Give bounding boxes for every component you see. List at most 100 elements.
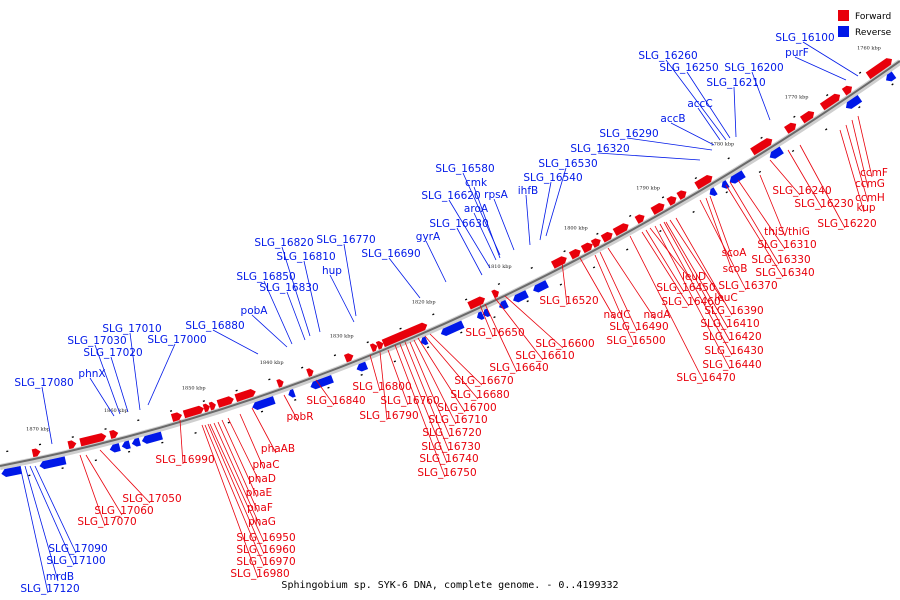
leader-line — [504, 295, 564, 349]
gene-label: SLG_16200 — [724, 62, 783, 74]
tick-mark — [432, 313, 435, 316]
reverse-gene — [769, 146, 784, 159]
gene-label: SLG_16390 — [704, 305, 763, 317]
leader-line — [399, 343, 448, 464]
gene-label: hup — [322, 265, 342, 277]
tick-mark — [826, 93, 829, 97]
tick-mark — [725, 191, 728, 194]
forward-gene — [208, 401, 216, 411]
tick-mark — [493, 316, 496, 319]
leader-line — [654, 225, 731, 370]
gene-label: ccmG — [855, 178, 885, 190]
tick-mark — [169, 410, 173, 412]
forward-gene — [612, 223, 629, 236]
gene-label: mrdB — [46, 571, 74, 583]
forward-gene — [170, 412, 183, 422]
gene-label: SLG_16540 — [523, 172, 582, 184]
leader-line — [251, 407, 277, 454]
leader-line — [209, 423, 265, 543]
forward-gene — [750, 138, 773, 156]
leader-line — [94, 344, 121, 415]
tick-mark — [596, 232, 599, 235]
leader-line — [217, 421, 259, 513]
tick-label: 1790 kbp — [636, 186, 660, 192]
forward-gene — [467, 296, 486, 310]
reverse-gene — [141, 431, 163, 444]
forward-gene — [381, 322, 428, 348]
leader-line — [665, 59, 727, 141]
forward-gene — [694, 174, 713, 190]
gene-label: SLG_16370 — [718, 280, 777, 292]
legend-reverse-swatch — [838, 26, 849, 37]
legend-reverse: Reverse — [838, 26, 892, 38]
leader-line — [769, 159, 801, 196]
gene-label: kup — [856, 202, 875, 214]
forward-gene — [375, 340, 384, 350]
leader-line — [85, 454, 123, 516]
reverse-gene — [533, 280, 549, 293]
leader-line — [709, 195, 733, 258]
leader-line — [34, 465, 77, 554]
gene-label: SLG_16530 — [538, 158, 597, 170]
leader-line — [369, 354, 381, 392]
gene-label: cmk — [465, 177, 488, 189]
tick-mark — [268, 378, 271, 381]
gene-label: SLG_17080 — [14, 377, 73, 389]
leader-line — [675, 217, 733, 316]
gene-label: SLG_17010 — [102, 323, 161, 335]
leader-line — [417, 337, 466, 413]
leader-line — [493, 198, 515, 251]
tick-mark — [530, 266, 533, 269]
tick-mark — [235, 389, 238, 392]
gene-label: SLG_17120 — [20, 583, 79, 595]
leader-line — [110, 356, 129, 413]
leader-line — [686, 71, 731, 139]
leader-line — [473, 212, 497, 261]
gene-label: purF — [785, 47, 809, 59]
gene-label: phaG — [248, 516, 276, 528]
tick-label: 1760 kbp — [857, 46, 881, 52]
forward-gene — [841, 85, 853, 96]
gene-label: SLG_16260 — [638, 50, 697, 62]
leader-line — [539, 181, 552, 241]
leader-line — [645, 229, 685, 293]
leader-line — [663, 221, 731, 342]
leader-line — [751, 71, 771, 121]
gene-label: SLG_16320 — [570, 143, 629, 155]
reverse-gene — [513, 290, 529, 303]
leader-line — [251, 314, 288, 348]
gene-label: accC — [687, 98, 712, 110]
tick-mark — [692, 210, 695, 214]
gene-label: SLG_16470 — [676, 372, 735, 384]
gene-label: SLG_17020 — [83, 347, 142, 359]
gene-label: leuC — [714, 292, 737, 304]
leader-line — [315, 379, 335, 406]
leader-line — [343, 243, 357, 317]
leader-line — [857, 115, 873, 178]
leader-line — [729, 181, 780, 265]
gene-label: SLG_16620 — [421, 190, 480, 202]
gene-label: SLG_16970 — [236, 556, 295, 568]
leader-line — [725, 184, 784, 278]
tick-mark — [758, 170, 762, 173]
tick-label: 1840 kbp — [260, 360, 284, 366]
tick-mark — [659, 229, 662, 233]
tick-mark — [366, 341, 369, 344]
gene-label: SLG_17100 — [46, 555, 105, 567]
reverse-gene — [39, 456, 67, 470]
forward-gene — [79, 433, 107, 447]
tick-mark — [300, 366, 304, 369]
gene-label: rpsA — [484, 189, 508, 201]
reverse-gene — [109, 443, 121, 453]
forward-gene — [182, 405, 204, 419]
reverse-gene — [356, 361, 369, 372]
gene-label: SLG_16800 — [352, 381, 411, 393]
forward-gene — [550, 256, 567, 269]
leader-line — [799, 144, 846, 229]
leader-line — [579, 257, 616, 320]
reverse-gene — [1, 465, 23, 478]
gene-label: nadA — [644, 309, 672, 321]
gene-label: SLG_16790 — [359, 410, 418, 422]
